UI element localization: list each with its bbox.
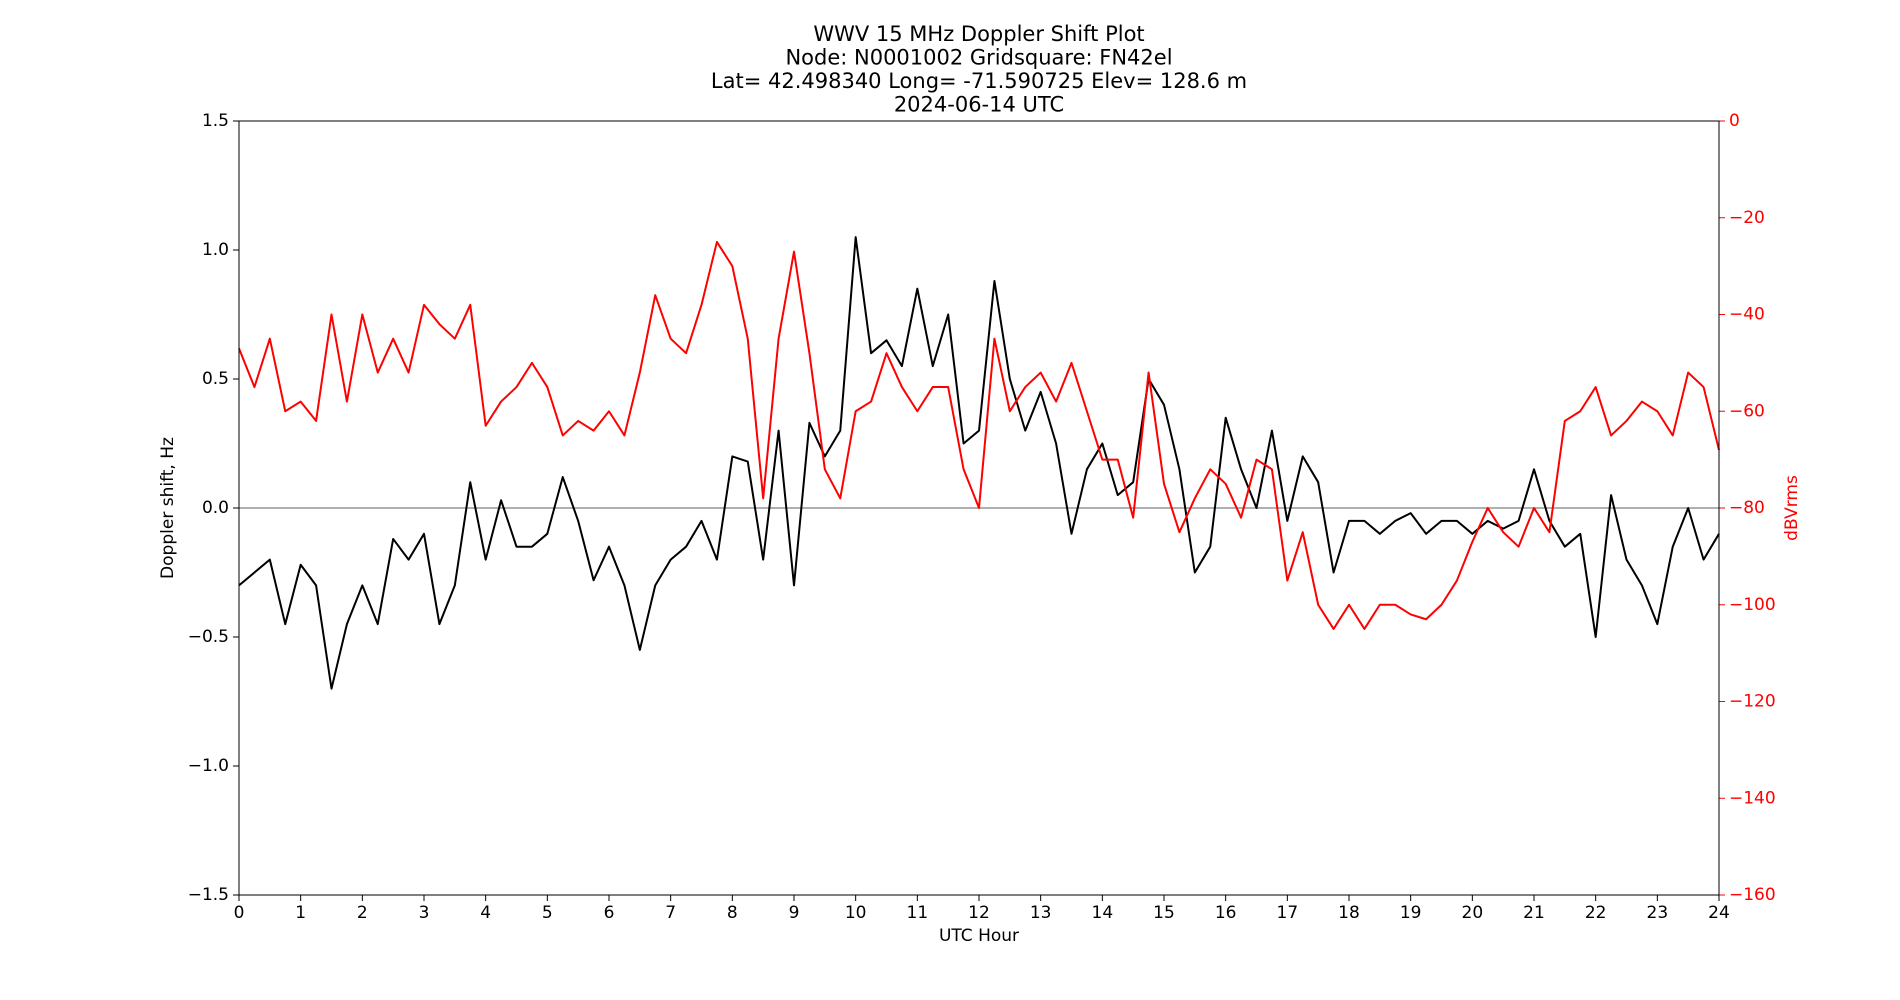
- x-tick-label: 12: [968, 903, 990, 923]
- x-tick-label: 4: [480, 903, 491, 923]
- y-tick-label: 1.5: [202, 111, 229, 131]
- y2-tick-label: −80: [1729, 498, 1765, 518]
- chart-title: Node: N0001002 Gridsquare: FN42el: [785, 46, 1172, 70]
- y-tick-label: −1.0: [188, 756, 229, 776]
- y-tick-label: −0.5: [188, 627, 229, 647]
- x-axis-label: UTC Hour: [939, 926, 1019, 946]
- x-tick-label: 13: [1030, 903, 1052, 923]
- y2-tick-label: −100: [1729, 595, 1776, 615]
- y-axis-label: Doppler shift, Hz: [158, 437, 178, 579]
- y2-axis-label: dBVrms: [1782, 475, 1802, 541]
- x-tick-label: 15: [1153, 903, 1175, 923]
- x-tick-label: 7: [665, 903, 676, 923]
- x-tick-label: 16: [1215, 903, 1237, 923]
- y2-tick-label: −160: [1729, 885, 1776, 905]
- x-tick-label: 9: [789, 903, 800, 923]
- chart-title: Lat= 42.498340 Long= -71.590725 Elev= 12…: [711, 69, 1247, 93]
- x-tick-label: 19: [1400, 903, 1422, 923]
- x-tick-label: 0: [234, 903, 245, 923]
- y-tick-label: −1.5: [188, 885, 229, 905]
- x-tick-label: 8: [727, 903, 738, 923]
- x-tick-label: 24: [1708, 903, 1730, 923]
- x-tick-label: 1: [295, 903, 306, 923]
- x-tick-label: 21: [1523, 903, 1545, 923]
- series-line: [238, 240, 1720, 630]
- plot-frame: [238, 120, 1720, 896]
- x-tick-label: 18: [1338, 903, 1360, 923]
- y-tick-label: 0.5: [202, 369, 229, 389]
- y2-tick-label: 0: [1729, 111, 1740, 131]
- x-tick-label: 5: [542, 903, 553, 923]
- x-tick-label: 6: [604, 903, 615, 923]
- x-tick-label: 14: [1092, 903, 1114, 923]
- y2-tick-label: −140: [1729, 788, 1776, 808]
- y-tick-label: 1.0: [202, 240, 229, 260]
- x-tick-label: 20: [1462, 903, 1484, 923]
- y2-tick-label: −20: [1729, 208, 1765, 228]
- x-tick-label: 22: [1585, 903, 1607, 923]
- chart-title: 2024-06-14 UTC: [894, 93, 1064, 117]
- y2-tick-label: −120: [1729, 692, 1776, 712]
- y-tick-label: 0.0: [202, 498, 229, 518]
- y2-tick-label: −40: [1729, 305, 1765, 325]
- series-line: [238, 236, 1720, 690]
- chart-title: WWV 15 MHz Doppler Shift Plot: [813, 22, 1144, 46]
- y2-tick-label: −60: [1729, 401, 1765, 421]
- x-tick-label: 11: [907, 903, 929, 923]
- x-tick-label: 2: [357, 903, 368, 923]
- x-tick-label: 10: [845, 903, 867, 923]
- x-tick-label: 23: [1647, 903, 1669, 923]
- x-tick-label: 3: [419, 903, 430, 923]
- x-tick-label: 17: [1277, 903, 1299, 923]
